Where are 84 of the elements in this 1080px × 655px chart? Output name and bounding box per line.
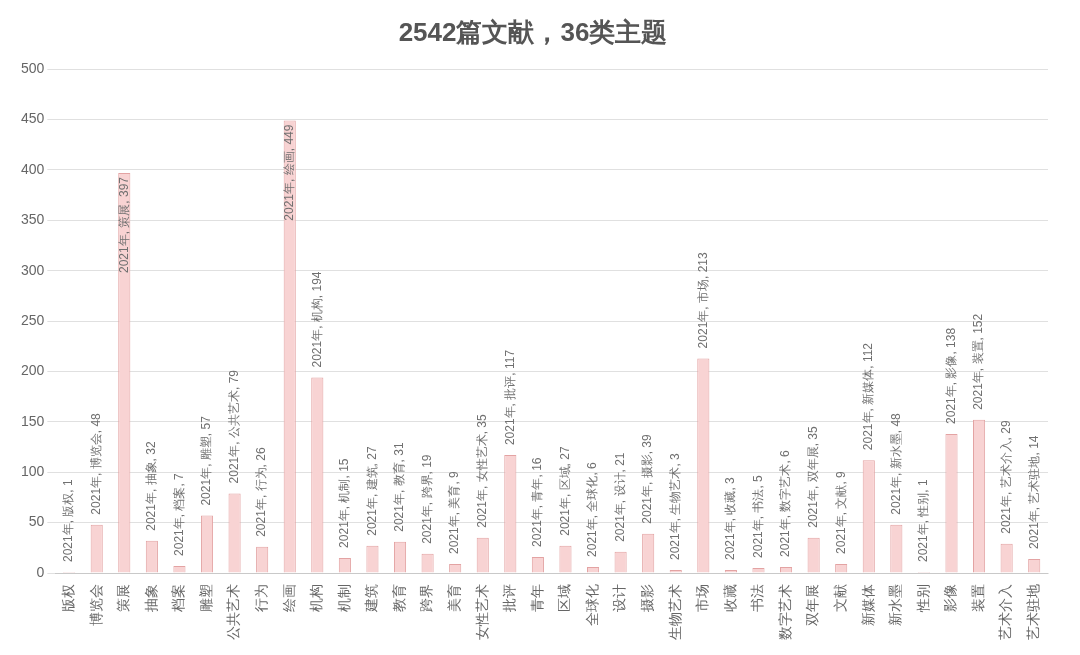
y-tick-label: 150 <box>21 412 45 429</box>
x-tick-label: 摄影 <box>639 584 656 612</box>
y-tick-label: 350 <box>21 211 45 228</box>
text: 2021年, 数字艺术, 6 <box>778 450 793 557</box>
text: 2021年, 性别, 1 <box>916 479 931 562</box>
text: 2021年, 新媒体, 112 <box>861 342 876 451</box>
x-tick-label: 影像 <box>942 584 959 612</box>
x-tick-label: 青年 <box>528 584 545 612</box>
text: 2021年, 公共艺术, 79 <box>226 370 241 484</box>
x-tick-label: 美育 <box>446 584 463 612</box>
x-tick-label: 新水墨 <box>887 584 904 626</box>
text: 2021年, 机制, 15 <box>337 458 352 548</box>
text: 2021年, 女性艺术, 35 <box>475 414 490 528</box>
text: 2021年, 行为, 26 <box>254 447 269 537</box>
y-tick-label: 450 <box>21 110 45 127</box>
text: 2021年, 版权, 1 <box>61 479 76 562</box>
chart-title: 2542篇文献，36类主题 <box>398 16 668 47</box>
x-tick-label: 版权 <box>60 584 76 612</box>
y-tick-label: 500 <box>21 60 45 77</box>
text: 2021年, 区域, 27 <box>557 446 572 536</box>
text: 2021年, 市场, 213 <box>695 252 710 349</box>
x-tick-label: 绘画 <box>280 584 297 612</box>
text: 2021年, 摄影, 39 <box>640 434 655 524</box>
y-tick-label: 400 <box>21 160 45 177</box>
text: 2021年, 策展, 397 <box>116 176 131 274</box>
x-tick-label: 档案 <box>170 584 187 613</box>
x-tick-label: 收藏 <box>721 584 738 612</box>
x-tick-label: 公共艺术 <box>225 584 242 640</box>
x-tick-label: 数字艺术 <box>776 584 793 640</box>
text: 2021年, 教育, 31 <box>392 442 407 532</box>
y-tick-label: 200 <box>21 362 45 379</box>
text: 2021年, 全球化, 6 <box>585 462 600 557</box>
x-tick-label: 抽象 <box>142 584 159 612</box>
x-tick-label: 双年展 <box>804 584 821 626</box>
x-tick-label: 区域 <box>556 584 573 612</box>
x-tick-label: 艺术驻地 <box>1025 584 1042 640</box>
x-tick-label: 博览会 <box>87 584 104 626</box>
x-tick-label: 雕塑 <box>197 584 214 612</box>
text: 2021年, 建筑, 27 <box>364 446 379 536</box>
text: 2021年, 装置, 152 <box>971 313 986 410</box>
x-tick-label: 行为 <box>253 584 270 612</box>
text: 2021年, 机构, 194 <box>309 271 324 368</box>
text: 2021年, 新水墨, 48 <box>888 413 903 515</box>
text: 2021年, 文献, 9 <box>833 471 848 554</box>
text: 2021年, 艺术驻地, 14 <box>1026 435 1041 549</box>
text: 2021年, 设计, 21 <box>612 452 627 542</box>
x-tick-label: 艺术介入 <box>997 584 1014 640</box>
x-tick-label: 批评 <box>501 584 518 612</box>
text: 2021年, 档案, 7 <box>171 473 186 556</box>
text: 2021年, 艺术介入, 29 <box>998 420 1013 534</box>
x-tick-label: 性别 <box>914 584 931 613</box>
x-tick-label: 跨界 <box>418 584 435 612</box>
text: 2021年, 书法, 5 <box>750 475 765 558</box>
y-tick-label: 0 <box>36 563 45 580</box>
text: 2021年, 影像, 138 <box>943 327 958 424</box>
text: 2021年, 收藏, 3 <box>723 477 738 560</box>
y-tick-label: 300 <box>21 261 45 278</box>
text: 2021年, 双年展, 35 <box>805 426 820 528</box>
x-tick-label: 建筑 <box>363 584 380 613</box>
x-tick-label: 新媒体 <box>859 584 876 626</box>
text: 2021年, 博览会, 48 <box>89 413 104 515</box>
text: 2021年, 美育, 9 <box>447 471 462 554</box>
y-tick-label: 50 <box>28 513 45 530</box>
x-tick-label: 文献 <box>832 584 849 612</box>
x-tick-label: 机制 <box>335 584 352 612</box>
x-tick-label: 全球化 <box>583 584 600 626</box>
x-tick-label: 市场 <box>694 584 711 612</box>
y-tick-label: 100 <box>21 463 45 480</box>
x-tick-label: 机构 <box>308 584 325 612</box>
text: 2021年, 生物艺术, 3 <box>668 453 683 560</box>
text: 2021年, 抽象, 32 <box>144 441 159 531</box>
x-tick-label: 教育 <box>390 584 407 612</box>
text: 2021年, 批评, 117 <box>502 349 517 446</box>
text: 2021年, 绘画, 449 <box>282 124 297 221</box>
x-tick-label: 设计 <box>611 584 628 612</box>
text: 2021年, 青年, 16 <box>530 457 545 547</box>
text: 2021年, 雕塑, 57 <box>199 416 214 506</box>
x-tick-label: 女性艺术 <box>473 584 490 640</box>
text: 2021年, 跨界, 19 <box>419 454 434 544</box>
x-tick-label: 生物艺术 <box>666 584 683 640</box>
x-tick-label: 装置 <box>969 584 986 612</box>
x-tick-label: 策展 <box>115 584 132 612</box>
x-tick-label: 书法 <box>749 584 766 612</box>
y-tick-label: 250 <box>21 311 45 328</box>
